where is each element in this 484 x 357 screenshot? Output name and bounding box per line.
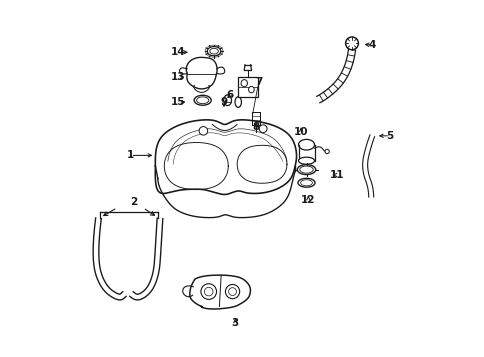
Text: 2: 2 <box>130 197 137 207</box>
Text: 4: 4 <box>368 40 375 50</box>
Text: 6: 6 <box>226 90 233 100</box>
Ellipse shape <box>223 95 231 106</box>
Text: 7: 7 <box>254 77 262 87</box>
Ellipse shape <box>297 165 315 175</box>
Circle shape <box>225 285 239 299</box>
Text: 11: 11 <box>329 170 343 180</box>
Ellipse shape <box>194 95 211 105</box>
Ellipse shape <box>299 166 313 173</box>
Text: 13: 13 <box>171 72 185 82</box>
Ellipse shape <box>298 139 314 150</box>
Ellipse shape <box>210 48 218 54</box>
Text: 1: 1 <box>127 150 134 160</box>
Text: 10: 10 <box>293 127 308 137</box>
Ellipse shape <box>207 46 220 56</box>
Circle shape <box>199 127 207 135</box>
Circle shape <box>228 288 236 296</box>
Ellipse shape <box>298 157 314 164</box>
Ellipse shape <box>196 97 208 104</box>
Circle shape <box>324 149 329 154</box>
Ellipse shape <box>297 178 315 187</box>
Text: 14: 14 <box>171 47 185 57</box>
Circle shape <box>345 37 358 50</box>
Circle shape <box>258 125 267 133</box>
Text: 5: 5 <box>386 131 393 141</box>
Ellipse shape <box>241 80 247 87</box>
FancyBboxPatch shape <box>237 77 257 97</box>
Ellipse shape <box>300 180 312 186</box>
Ellipse shape <box>248 86 254 93</box>
Circle shape <box>200 284 216 300</box>
Circle shape <box>204 287 212 296</box>
Text: 15: 15 <box>171 97 185 107</box>
Text: 9: 9 <box>220 97 227 107</box>
Text: 8: 8 <box>252 122 259 132</box>
Text: 12: 12 <box>301 195 315 205</box>
Ellipse shape <box>235 97 241 107</box>
Text: 3: 3 <box>231 317 239 327</box>
